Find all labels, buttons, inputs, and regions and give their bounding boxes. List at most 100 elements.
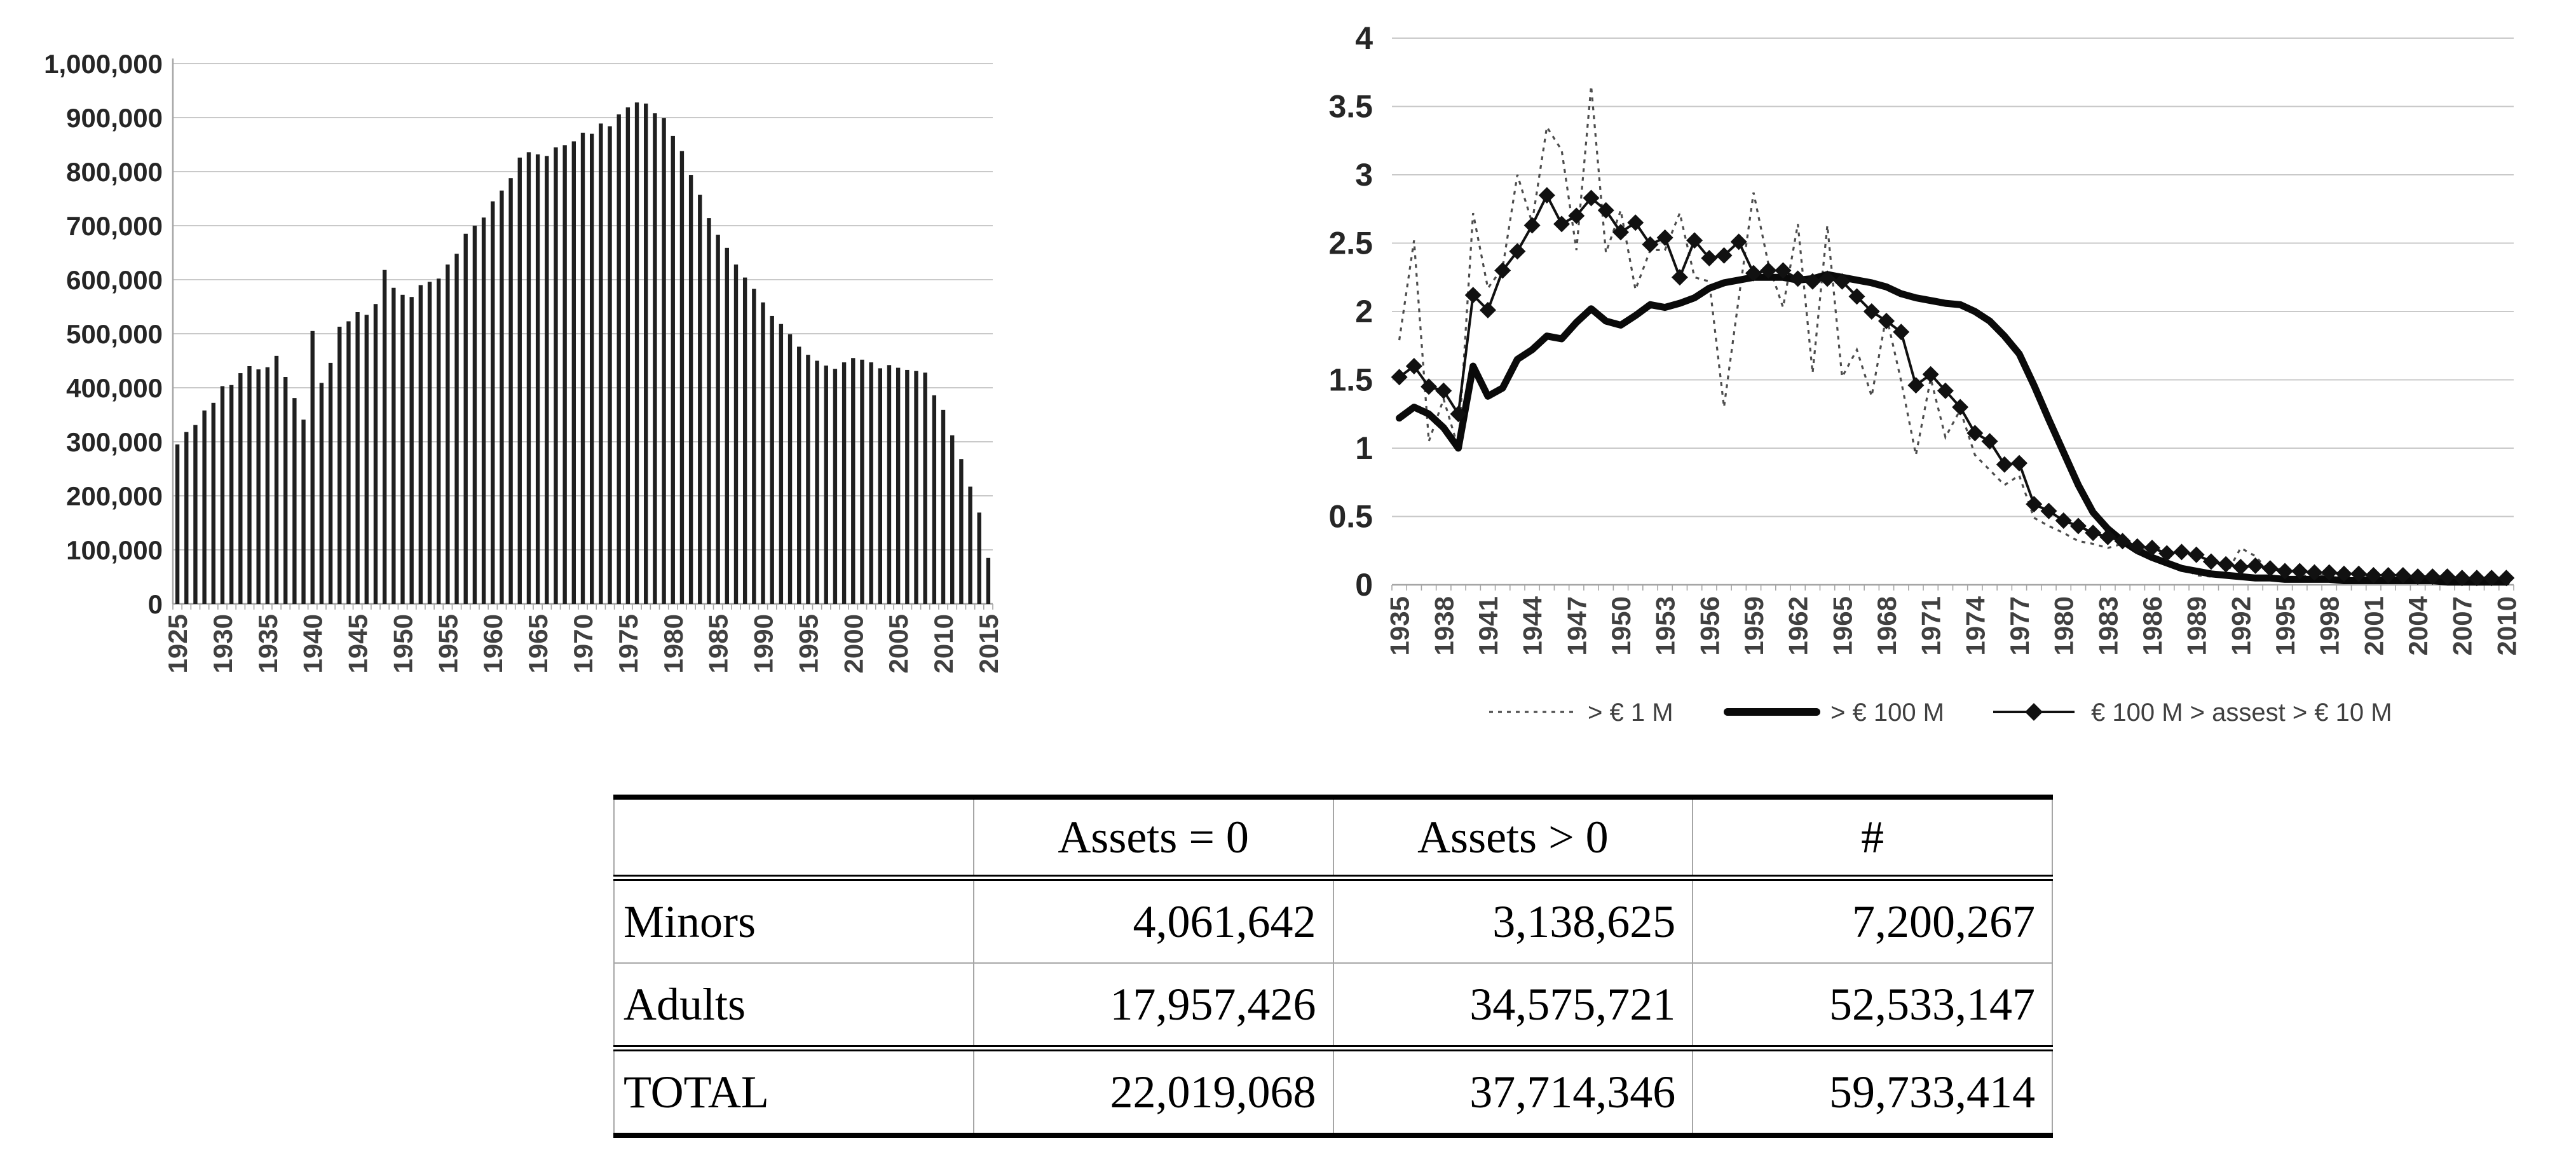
bar-chart-x-axis-labels: 1925 1930 1935 1940 1945 1950 1955 1960 1965 1970…	[163, 614, 1004, 673]
x-tick-label: 1995	[2270, 596, 2300, 655]
bar	[175, 444, 180, 604]
diamond-marker	[2498, 570, 2515, 587]
bar	[905, 369, 910, 604]
diamond-marker	[2129, 538, 2146, 555]
bar	[220, 386, 225, 604]
bar	[337, 326, 342, 604]
bar	[742, 277, 747, 605]
diamond-marker	[1421, 378, 1438, 395]
bar	[454, 254, 459, 604]
series-line-10m-100m	[1391, 187, 2515, 587]
bar-chart-y-axis-labels: 0 100,000 200,000 300,000 400,000 500,000 600,…	[44, 49, 163, 619]
x-tick-label: 1998	[2315, 596, 2345, 655]
diamond-marker	[1553, 215, 1571, 233]
bar	[653, 113, 657, 604]
bar	[932, 395, 937, 604]
bar	[833, 369, 838, 604]
bar	[959, 459, 964, 604]
diamond-marker	[1612, 224, 1629, 241]
table-body: Minors 4,061,642 3,138,625 7,200,267 Adu…	[614, 878, 2052, 1135]
x-tick-label: 1992	[2226, 596, 2256, 655]
bar	[968, 486, 972, 604]
bar	[634, 102, 639, 604]
x-tick-label: 1930	[208, 614, 238, 673]
bar	[679, 151, 685, 604]
bar	[761, 302, 765, 604]
bar	[599, 123, 603, 605]
diamond-marker	[2026, 496, 2043, 513]
x-tick-label: 1938	[1429, 596, 1459, 655]
diamond-marker	[1642, 236, 1659, 253]
diamond-marker	[1730, 233, 1747, 250]
x-tick-label: 1953	[1651, 596, 1680, 655]
table-row-adults: Adults 17,957,426 34,575,721 52,533,147	[614, 962, 2052, 1048]
y-tick-label: 600,000	[66, 265, 163, 295]
bar	[851, 358, 855, 604]
bar	[355, 312, 360, 604]
diamond-marker	[1435, 382, 1452, 399]
x-tick-label: 1950	[388, 614, 418, 673]
table-row-minors: Minors 4,061,642 3,138,625 7,200,267	[614, 878, 2052, 963]
diamond-marker	[1686, 232, 1703, 249]
diamond-marker	[2394, 566, 2411, 584]
legend-item-gt-100m: > € 100 M	[1724, 699, 1944, 727]
bar	[625, 107, 630, 605]
x-tick-label: 1985	[704, 614, 733, 673]
x-tick-label: 1959	[1739, 596, 1769, 655]
diamond-marker	[2320, 564, 2338, 581]
row-label-minors: Minors	[624, 896, 756, 947]
diamond-marker	[1405, 358, 1422, 374]
diamond-marker	[1981, 433, 1998, 450]
legend-swatch-diamond-marker	[2025, 703, 2043, 721]
x-tick-label: 1980	[658, 614, 688, 673]
row-label-adults: Adults	[614, 962, 974, 1048]
x-tick-label: 1970	[568, 614, 598, 673]
diamond-marker	[1523, 217, 1541, 234]
diamond-marker	[2099, 528, 2116, 545]
x-tick-label: 1950	[1606, 596, 1636, 655]
diamond-marker	[2261, 560, 2279, 577]
x-tick-label: 1955	[433, 614, 463, 673]
bar	[283, 377, 288, 604]
cell-minors-assets-zero: 4,061,642	[972, 878, 1333, 963]
bar	[914, 371, 918, 604]
bar	[896, 367, 901, 604]
cell-minors-count: 7,200,267	[1692, 878, 2052, 963]
diamond-marker	[2173, 543, 2190, 561]
bar	[256, 369, 261, 604]
bar	[472, 226, 477, 604]
bar	[779, 324, 784, 604]
cell-adults-count: 52,533,147	[1692, 962, 2052, 1048]
bar	[571, 141, 576, 604]
diamond-marker	[2365, 566, 2382, 584]
diamond-marker	[1996, 456, 2013, 473]
diamond-marker	[2277, 563, 2294, 580]
bar	[698, 195, 702, 604]
x-tick-label: 1965	[1827, 596, 1857, 655]
bar	[202, 410, 207, 604]
line-chart-gridlines	[1392, 38, 2514, 585]
x-tick-label: 1947	[1562, 596, 1591, 655]
line-chart-x-axis-labels: 1935 1938 1941 1944 1947 1950 1953 1956 1959 1962…	[1385, 596, 2522, 655]
table-header-row: Assets = 0 Assets > 0 #	[614, 797, 2052, 881]
diamond-marker	[1863, 303, 1880, 320]
y-tick-label: 900,000	[66, 103, 163, 133]
x-tick-label: 2000	[838, 614, 868, 673]
x-tick-label: 1956	[1694, 596, 1724, 655]
bar	[878, 368, 882, 604]
bar	[733, 264, 739, 604]
diamond-marker	[1907, 377, 1925, 394]
bar	[562, 145, 567, 605]
bar	[842, 362, 847, 604]
bar	[463, 233, 468, 604]
diamond-marker	[1509, 243, 1526, 260]
cell-adults-assets-zero: 17,957,426	[972, 962, 1333, 1048]
diamond-marker	[1656, 229, 1673, 246]
diamond-marker	[2144, 539, 2161, 556]
legend-label-10m-100m: € 100 M > assest > € 10 M	[2091, 699, 2392, 727]
diamond-marker	[1804, 273, 1821, 290]
legend-item-10m-100m: € 100 M > assest > € 10 M	[1993, 699, 2392, 727]
